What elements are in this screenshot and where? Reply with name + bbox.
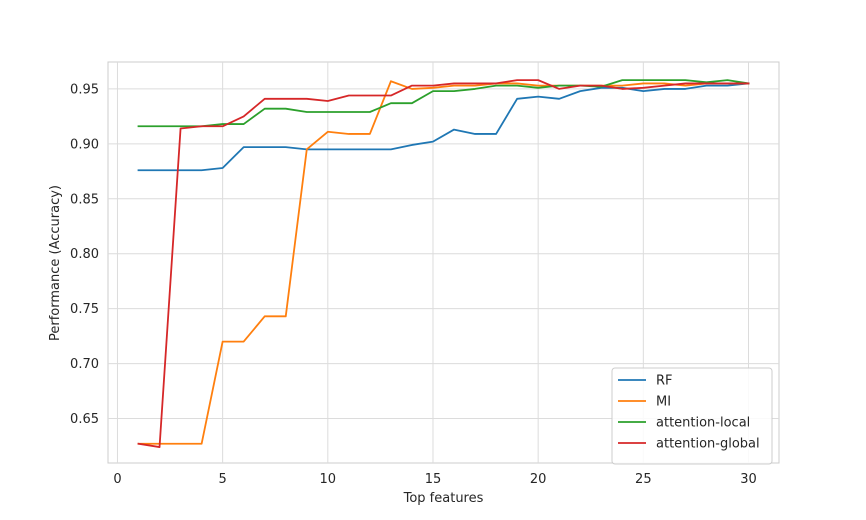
x-tick-label: 5	[218, 472, 226, 487]
x-tick-label: 15	[425, 472, 442, 487]
y-tick-label: 0.80	[70, 247, 99, 262]
legend-box	[611, 367, 773, 465]
x-tick-label: 20	[530, 472, 547, 487]
x-tick-label: 10	[320, 472, 337, 487]
y-tick-label: 0.65	[70, 412, 99, 427]
y-tick-label: 0.95	[70, 82, 99, 97]
x-axis-label: Top features	[403, 491, 484, 506]
tick-labels: 0 5 10 15 20 25 30 0.65 0.70 0.75 0.80 0.85 0.90 0.95	[70, 82, 757, 487]
legend: RF MI attention-local attention-global	[611, 367, 773, 465]
y-axis-label: Performance (Accuracy)	[48, 185, 63, 341]
x-tick-label: 25	[635, 472, 652, 487]
y-tick-label: 0.70	[70, 357, 99, 372]
series-lines	[137, 79, 750, 448]
series-line-attention-local	[137, 79, 750, 128]
legend-entry: MI	[656, 395, 671, 410]
legend-entry: attention-global	[656, 437, 760, 452]
y-tick-label: 0.85	[70, 192, 99, 207]
series-line-rf	[137, 82, 750, 172]
y-tick-label: 0.90	[70, 137, 99, 152]
series-line-attention-global	[137, 79, 750, 448]
series-line-mi	[137, 80, 750, 445]
legend-entry: RF	[656, 374, 673, 389]
y-tick-label: 0.75	[70, 302, 99, 317]
legend-entry: attention-local	[656, 416, 750, 431]
x-tick-label: 0	[113, 472, 121, 487]
x-tick-label: 30	[740, 472, 757, 487]
